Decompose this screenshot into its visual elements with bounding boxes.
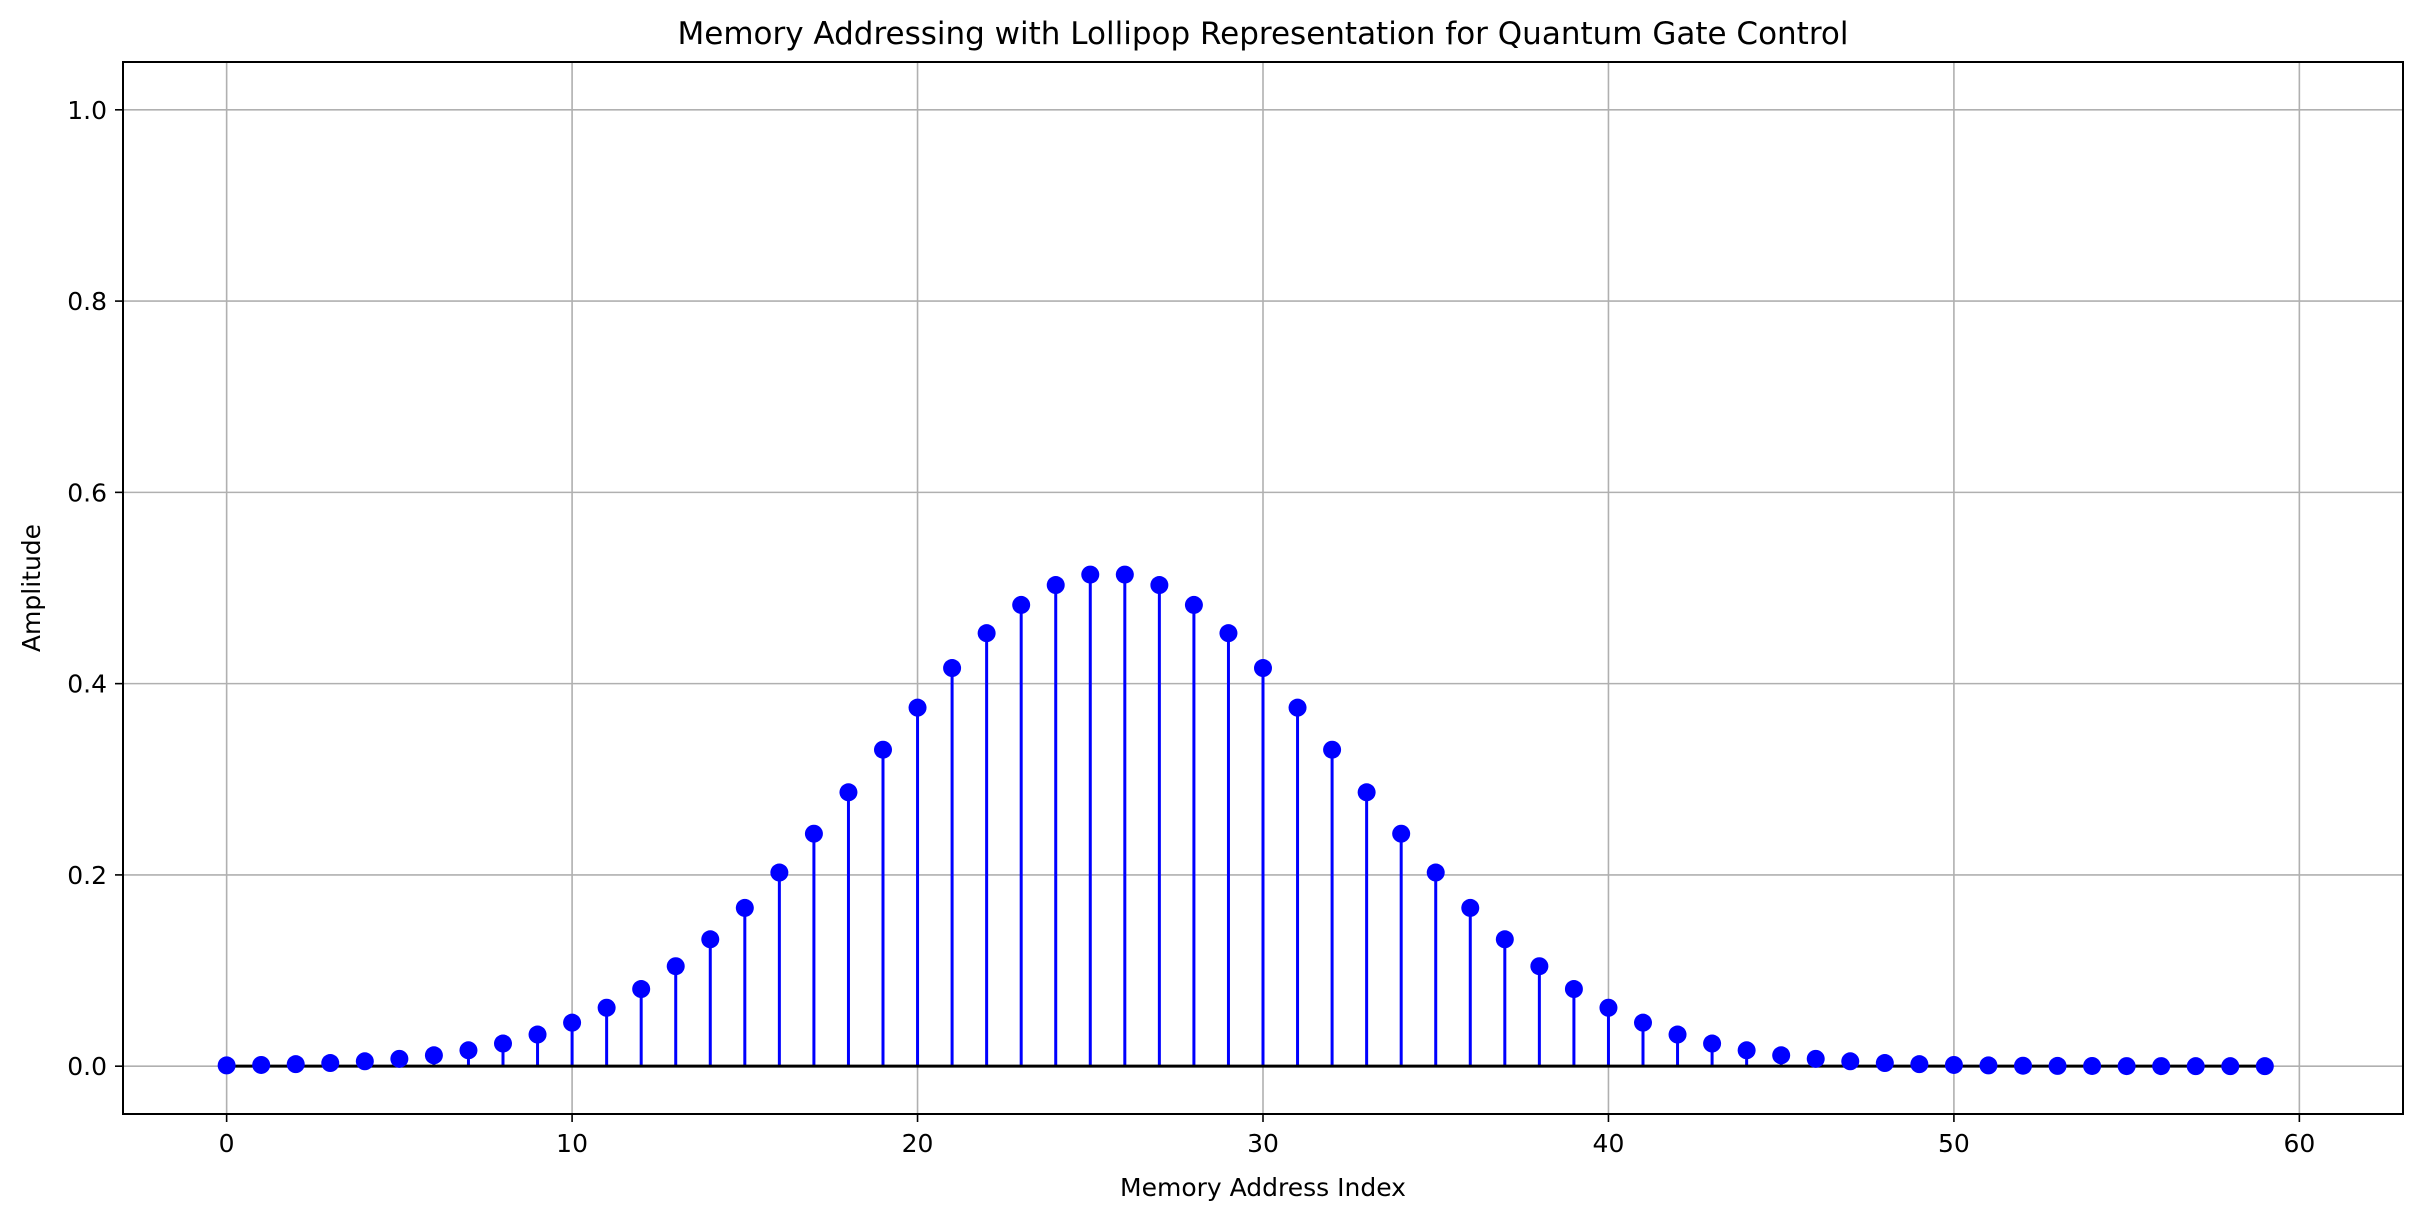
y-tick-label: 0.2 [67, 861, 107, 890]
stem-marker [1323, 740, 1342, 759]
plot-area [217, 565, 2274, 1076]
stem-marker [2083, 1056, 2102, 1075]
stem-marker [459, 1041, 478, 1060]
stem-marker [1495, 930, 1514, 949]
stem-marker [390, 1049, 409, 1068]
stem-marker [1599, 998, 1618, 1017]
stem-marker [1910, 1055, 1929, 1074]
stem-marker [1806, 1049, 1825, 1068]
stem-marker [1461, 898, 1480, 917]
stem-marker [1875, 1054, 1894, 1073]
stem-marker [1012, 595, 1031, 614]
stem-marker [1979, 1056, 1998, 1075]
stem-marker [2048, 1056, 2067, 1075]
stem-marker [735, 898, 754, 917]
y-tick-label: 0.4 [67, 670, 107, 699]
stem-marker [494, 1034, 512, 1053]
stem-marker [1564, 980, 1583, 999]
stem-marker [1426, 863, 1445, 882]
stem-marker [2255, 1057, 2274, 1076]
stem-marker [2221, 1057, 2240, 1076]
stem-marker [321, 1054, 340, 1073]
stem-marker [1530, 957, 1549, 976]
y-tick-label: 0.6 [67, 478, 107, 507]
stem-marker [1668, 1025, 1687, 1044]
stem-marker [632, 980, 651, 999]
stem-marker [1634, 1013, 1652, 1032]
x-axis-label: Memory Address Index [1120, 1173, 1406, 1202]
stem-marker [528, 1025, 547, 1044]
stem-marker [217, 1056, 236, 1075]
stem-marker [701, 930, 720, 949]
stem-marker [424, 1046, 443, 1065]
stem-marker [977, 624, 996, 643]
stem-marker [2186, 1057, 2205, 1076]
stem-marker [1392, 824, 1411, 843]
stem-marker [1737, 1041, 1756, 1060]
x-tick-label: 40 [1593, 1129, 1625, 1158]
stem-marker [2117, 1057, 2136, 1076]
stem-marker [2014, 1056, 2032, 1075]
stem-marker [1254, 659, 1272, 678]
stem-marker [943, 659, 962, 678]
stem-marker [597, 998, 616, 1017]
stem-marker [1703, 1034, 1722, 1053]
stem-marker [2152, 1057, 2171, 1076]
stem-marker [1046, 576, 1065, 595]
y-tick-label: 1.0 [67, 96, 107, 125]
x-tick-label: 50 [1938, 1129, 1970, 1158]
stem-marker [252, 1055, 271, 1074]
stem-marker [874, 740, 892, 759]
stem-marker [908, 698, 927, 717]
stem-marker [839, 783, 858, 802]
x-tick-label: 20 [902, 1129, 934, 1158]
chart-title: Memory Addressing with Lollipop Represen… [678, 16, 1849, 52]
stem-marker [1772, 1046, 1791, 1065]
stem-marker [1841, 1052, 1860, 1071]
stem-marker [286, 1055, 305, 1074]
stem-marker [1357, 783, 1376, 802]
stem-marker [1184, 595, 1203, 614]
y-axis-label: Amplitude [17, 524, 46, 652]
x-tick-label: 60 [2283, 1129, 2315, 1158]
stem-marker [563, 1013, 582, 1032]
stem-marker [770, 863, 789, 882]
stem-marker [666, 957, 685, 976]
x-tick-label: 10 [556, 1129, 588, 1158]
stem-marker [1081, 565, 1100, 584]
stem-marker [804, 824, 823, 843]
stem-marker [1115, 565, 1134, 584]
y-tick-label: 0.0 [67, 1052, 107, 1081]
x-tick-label: 30 [1247, 1129, 1279, 1158]
stem-marker [1219, 624, 1238, 643]
y-tick-label: 0.8 [67, 287, 107, 316]
stem-marker [1288, 698, 1307, 717]
x-tick-label: 0 [219, 1129, 235, 1158]
stem-marker [1150, 576, 1169, 595]
stem-marker [355, 1052, 374, 1071]
stem-marker [1944, 1055, 1963, 1074]
ticks: 0 10 20 30 40 50 60 0.0 0.2 0.4 0.6 0.8 1.0 [67, 96, 2315, 1158]
